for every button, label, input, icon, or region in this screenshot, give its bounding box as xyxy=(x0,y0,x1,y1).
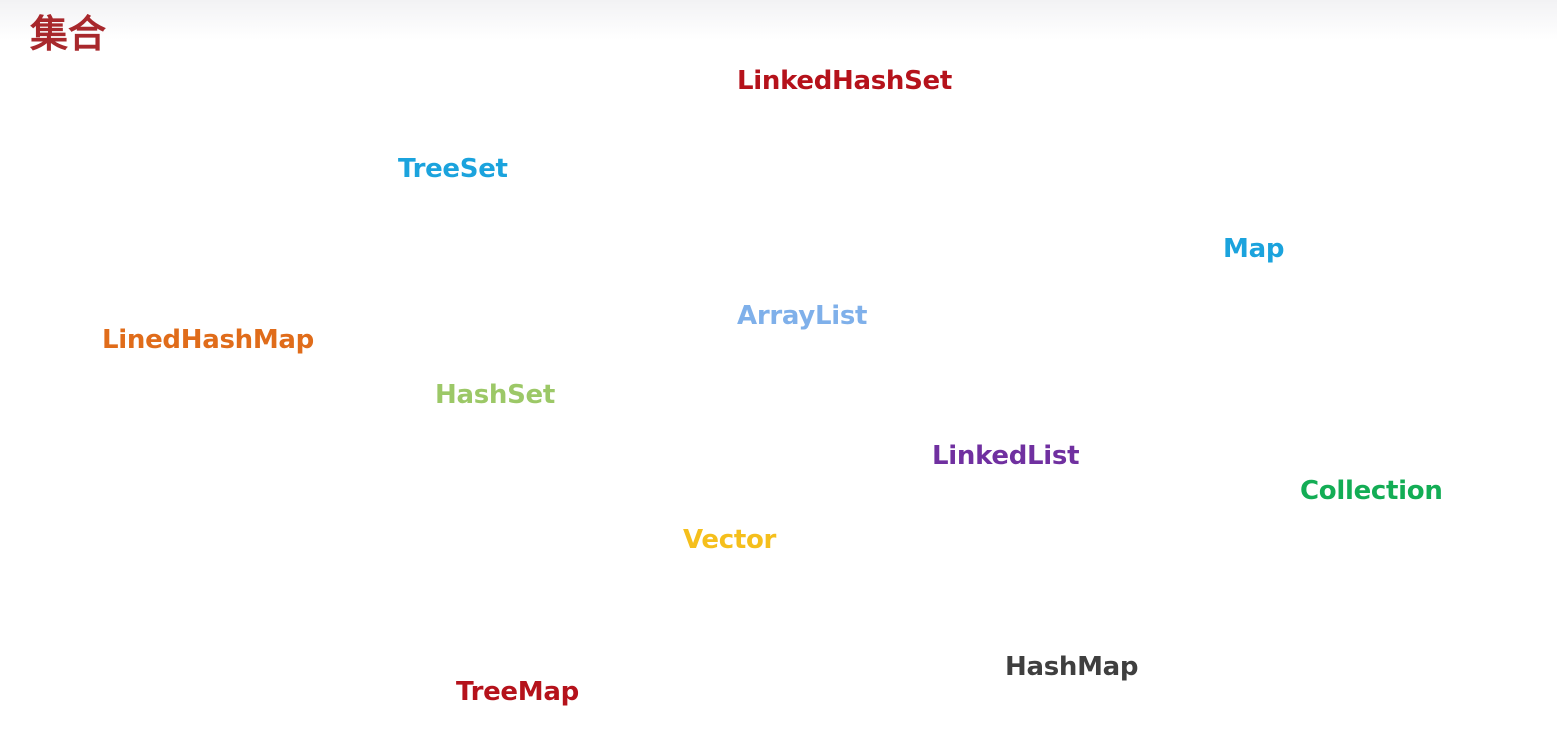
slide-title: 集合 xyxy=(30,12,107,56)
top-shade xyxy=(0,0,1557,40)
word-treemap: TreeMap xyxy=(456,677,579,707)
word-linkedhashset: LinkedHashSet xyxy=(737,66,953,96)
word-vector: Vector xyxy=(683,525,777,555)
word-treeset: TreeSet xyxy=(398,154,508,184)
word-hashmap: HashMap xyxy=(1005,652,1139,682)
word-collection: Collection xyxy=(1300,476,1443,506)
word-linedhashmap: LinedHashMap xyxy=(102,325,314,355)
word-arraylist: ArrayList xyxy=(737,301,868,331)
word-map: Map xyxy=(1223,234,1285,264)
word-linkedlist: LinkedList xyxy=(932,441,1080,471)
word-hashset: HashSet xyxy=(435,380,555,410)
